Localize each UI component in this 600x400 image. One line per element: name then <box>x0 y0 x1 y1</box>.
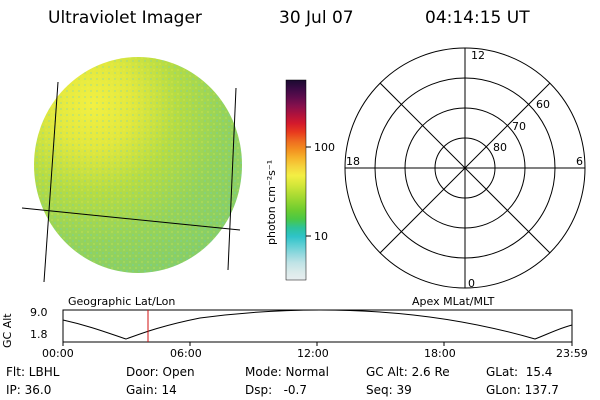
colorbar-label-10: 10 <box>314 230 328 243</box>
instrument-title: Ultraviolet Imager <box>48 8 202 28</box>
mlt-label-18: 18 <box>346 155 360 168</box>
status-gain: Gain: 14 <box>126 383 177 397</box>
status-mode: Mode: Normal <box>245 365 329 379</box>
mlat-label-70: 70 <box>512 120 526 133</box>
mlat-label-60: 60 <box>536 98 550 111</box>
altitude-tick-1-8: 1.8 <box>30 328 48 341</box>
observation-time: 04:14:15 UT <box>425 8 530 28</box>
altitude-curve <box>62 309 573 340</box>
polar-grid <box>344 47 586 289</box>
altitude-plot-frame <box>62 309 573 343</box>
mlat-label-80: 80 <box>493 141 507 154</box>
uv-disk-image <box>21 57 242 283</box>
observation-date: 30 Jul 07 <box>279 8 354 28</box>
geo-latitude-line <box>21 207 241 231</box>
time-tick-1800: 18:00 <box>424 347 456 360</box>
time-tick-2359: 23:59 <box>556 347 588 360</box>
colorbar-fill <box>286 80 306 280</box>
status-seq: Seq: 39 <box>366 383 412 397</box>
status-gc-alt: GC Alt: 2.6 Re <box>366 365 450 379</box>
colorbar-units-label: photon cm⁻²s⁻¹ <box>265 159 278 245</box>
status-ip: IP: 36.0 <box>6 383 52 397</box>
altitude-axis-label: GC Alt <box>1 313 14 348</box>
status-glon: GLon: 137.7 <box>486 383 559 397</box>
mlt-label-0: 0 <box>468 277 475 290</box>
time-tick-0000: 00:00 <box>42 347 74 360</box>
colorbar <box>285 79 311 281</box>
status-glat: GLat: 15.4 <box>486 365 553 379</box>
status-door: Door: Open <box>126 365 195 379</box>
geo-longitude-line-west <box>43 81 59 283</box>
mlt-label-6: 6 <box>576 155 583 168</box>
colorbar-label-100: 100 <box>314 141 335 154</box>
time-tick-0600: 06:00 <box>170 347 202 360</box>
time-tick-1200: 12:00 <box>297 347 329 360</box>
status-dsp: Dsp: -0.7 <box>245 383 308 397</box>
status-filter: Flt: LBHL <box>6 365 60 379</box>
geo-longitude-line-east <box>227 87 237 271</box>
geo-panel-caption: Geographic Lat/Lon <box>68 295 176 308</box>
polar-diagonal-2 <box>379 82 551 254</box>
altitude-tick-9: 9.0 <box>30 306 48 319</box>
altitude-plot <box>62 309 573 346</box>
polar-panel-caption: Apex MLat/MLT <box>412 295 495 308</box>
mlt-label-12: 12 <box>471 49 485 62</box>
